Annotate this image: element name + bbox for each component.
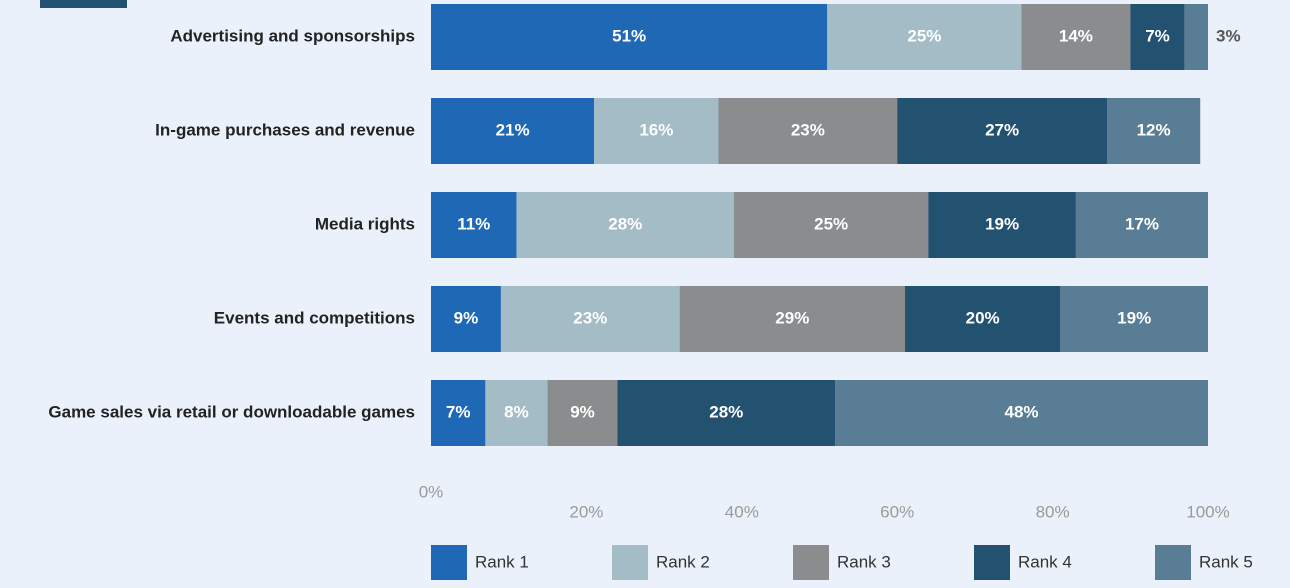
data-label: 7% xyxy=(1145,26,1170,45)
legend-swatch xyxy=(431,545,467,580)
legend-label: Rank 3 xyxy=(837,552,891,571)
category-label: In-game purchases and revenue xyxy=(155,120,415,139)
data-label: 7% xyxy=(446,402,471,421)
category-label: Game sales via retail or downloadable ga… xyxy=(48,402,415,421)
bar-segment xyxy=(431,98,595,164)
data-label: 17% xyxy=(1125,214,1159,233)
legend-label: Rank 5 xyxy=(1199,552,1253,571)
bar-segment xyxy=(547,380,618,446)
decoration xyxy=(40,0,127,8)
data-label: 14% xyxy=(1059,26,1093,45)
data-label: 19% xyxy=(985,214,1019,233)
category-label: Events and competitions xyxy=(214,308,415,327)
legend-swatch xyxy=(793,545,829,580)
legend-swatch xyxy=(1155,545,1191,580)
data-label: 25% xyxy=(814,214,848,233)
bar-segment xyxy=(718,98,898,164)
bar-segment xyxy=(928,192,1076,258)
legend-swatch xyxy=(612,545,648,580)
bar-segment xyxy=(1060,286,1208,352)
data-label: 9% xyxy=(570,402,595,421)
bar-segment xyxy=(1106,98,1201,164)
data-label: 9% xyxy=(454,308,479,327)
data-label: 20% xyxy=(966,308,1000,327)
legend-label: Rank 2 xyxy=(656,552,710,571)
bar-segment xyxy=(1184,4,1208,70)
data-label: 3% xyxy=(1216,26,1241,45)
bar-segment xyxy=(679,286,905,352)
category-label: Media rights xyxy=(315,214,415,233)
data-label: 11% xyxy=(457,214,490,233)
bar-segment xyxy=(1075,192,1208,258)
bar-segment xyxy=(485,380,548,446)
bar-segment xyxy=(594,98,719,164)
legend-label: Rank 4 xyxy=(1018,552,1072,571)
x-tick-label: 80% xyxy=(1036,502,1070,521)
data-label: 12% xyxy=(1137,120,1171,139)
bar-segment xyxy=(431,380,486,446)
x-tick-label: 100% xyxy=(1186,502,1229,521)
x-tick-label: 40% xyxy=(725,502,759,521)
data-label: 48% xyxy=(1005,402,1039,421)
data-label: 21% xyxy=(496,120,530,139)
data-label: 25% xyxy=(907,26,941,45)
bar-segment xyxy=(516,192,735,258)
bar-segment xyxy=(431,192,517,258)
bar-segment xyxy=(835,380,1208,446)
data-label: 27% xyxy=(985,120,1019,139)
bar-segment xyxy=(431,286,501,352)
category-label: Advertising and sponsorships xyxy=(170,26,415,45)
bar-segment xyxy=(827,4,1022,70)
bar-segment xyxy=(1130,4,1185,70)
data-label: 16% xyxy=(639,120,673,139)
legend-swatch xyxy=(974,545,1010,580)
data-label: 19% xyxy=(1117,308,1151,327)
bar-segment xyxy=(734,192,929,258)
bar-segment xyxy=(617,380,836,446)
data-label: 51% xyxy=(612,26,646,45)
x-tick-label: 60% xyxy=(880,502,914,521)
bar-segment xyxy=(1021,4,1131,70)
bar-segment xyxy=(897,98,1107,164)
bar-segment xyxy=(431,4,828,70)
legend-label: Rank 1 xyxy=(475,552,529,571)
x-tick-label: 20% xyxy=(569,502,603,521)
data-label: 8% xyxy=(504,402,529,421)
x-tick-label: 0% xyxy=(419,482,444,501)
data-label: 28% xyxy=(608,214,642,233)
data-label: 23% xyxy=(791,120,825,139)
bar-segment xyxy=(500,286,680,352)
data-label: 29% xyxy=(775,308,809,327)
data-label: 23% xyxy=(573,308,607,327)
data-label: 28% xyxy=(709,402,743,421)
bar-segment xyxy=(904,286,1061,352)
